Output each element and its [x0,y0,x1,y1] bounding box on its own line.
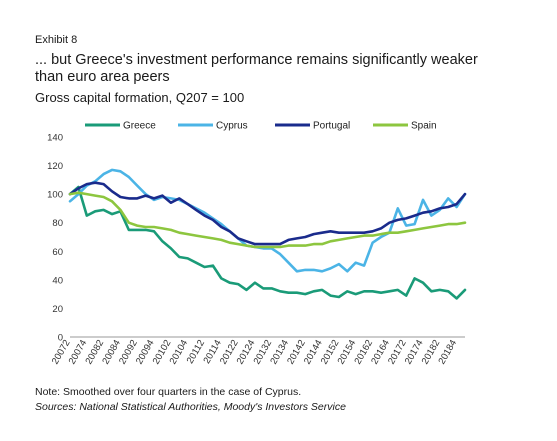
series-line-spain [68,191,467,249]
exhibit-label: Exhibit 8 [35,34,78,46]
line-chart: Greece Cyprus Portugal Spain 0 20 40 60 80 100 12… [47,121,467,366]
chart-subtitle: Gross capital formation, Q207 = 100 [35,90,245,105]
y-tick-label: 40 [52,275,63,286]
y-tick-label: 120 [47,161,63,172]
legend-label-greece: Greece [123,121,156,132]
y-tick-label: 0 [58,333,63,344]
y-tick-label: 100 [47,190,63,201]
legend-label-spain: Spain [411,121,437,132]
y-tick-label: 20 [52,304,63,315]
y-tick-label: 80 [52,218,63,229]
chart-note: Note: Smoothed over four quarters in the… [35,386,302,398]
series-line-portugal [68,181,467,246]
chart-series [68,168,467,300]
series-line-greece [68,185,467,300]
legend-label-cyprus: Cyprus [216,121,248,132]
y-axis: 0 20 40 60 80 100 120 140 [47,133,63,344]
chart-title: ... but Greece's investment performance … [35,52,478,85]
chart-sources: Sources: National Statistical Authoritie… [35,401,346,413]
y-tick-label: 60 [52,247,63,258]
x-axis: 2007220074200822008420092200942010220104… [50,336,465,366]
series-line-cyprus [68,168,467,273]
legend-label-portugal: Portugal [313,121,350,132]
chart-legend: Greece Cyprus Portugal Spain [85,121,437,132]
y-tick-label: 140 [47,133,63,144]
